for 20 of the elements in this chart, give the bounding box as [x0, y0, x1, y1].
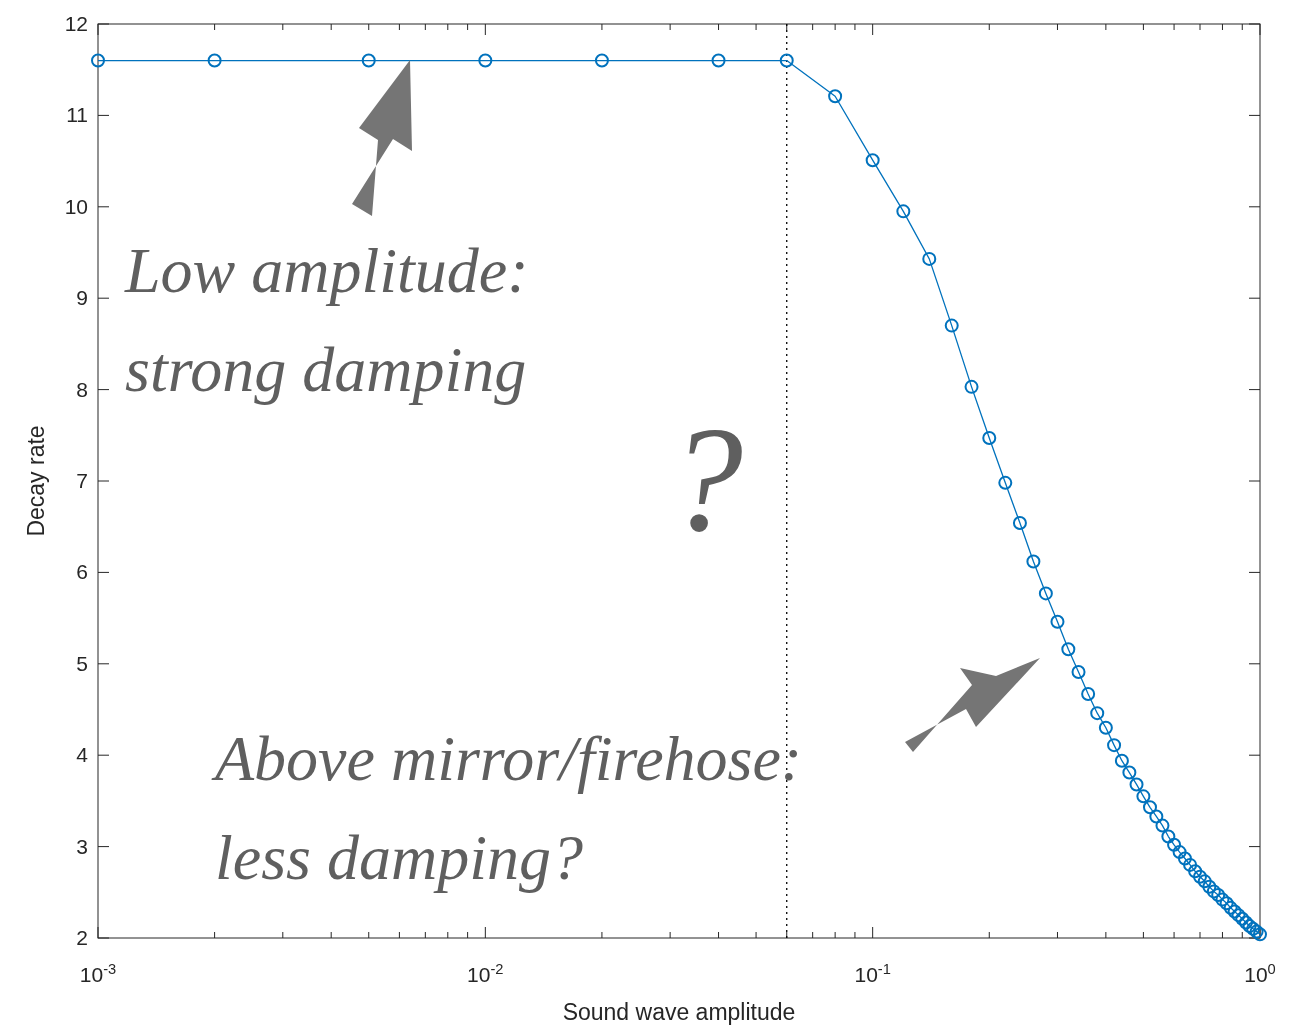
- y-tick-label: 7: [76, 469, 88, 492]
- y-tick-label: 11: [66, 103, 88, 127]
- x-axis-title: Sound wave amplitude: [562, 999, 796, 1025]
- y-tick-label: 8: [76, 377, 88, 401]
- y-tick-label: 5: [76, 651, 88, 675]
- y-tick-label: 9: [76, 286, 88, 310]
- y-tick-label: 4: [76, 743, 89, 767]
- y-tick-label: 12: [64, 12, 88, 35]
- annotation: ?: [668, 396, 743, 562]
- x-tick-label: 10$^{0}$: [1244, 961, 1276, 986]
- y-tick-label: 10: [64, 194, 88, 218]
- y-axis-title: Decay rate: [23, 425, 49, 537]
- x-tick-label: 10$^{-1}$: [854, 961, 891, 986]
- x-tick-label: 10$^{-2}$: [467, 961, 504, 986]
- y-tick-label: 6: [76, 560, 88, 584]
- y-tick-label: 3: [76, 834, 88, 858]
- annotation: Above mirror/firehose: less damping?: [211, 723, 803, 894]
- x-tick-label: 10$^{-3}$: [79, 961, 117, 986]
- annotation: Low amplitude: strong damping: [124, 235, 529, 406]
- y-tick-label: 2: [76, 926, 88, 949]
